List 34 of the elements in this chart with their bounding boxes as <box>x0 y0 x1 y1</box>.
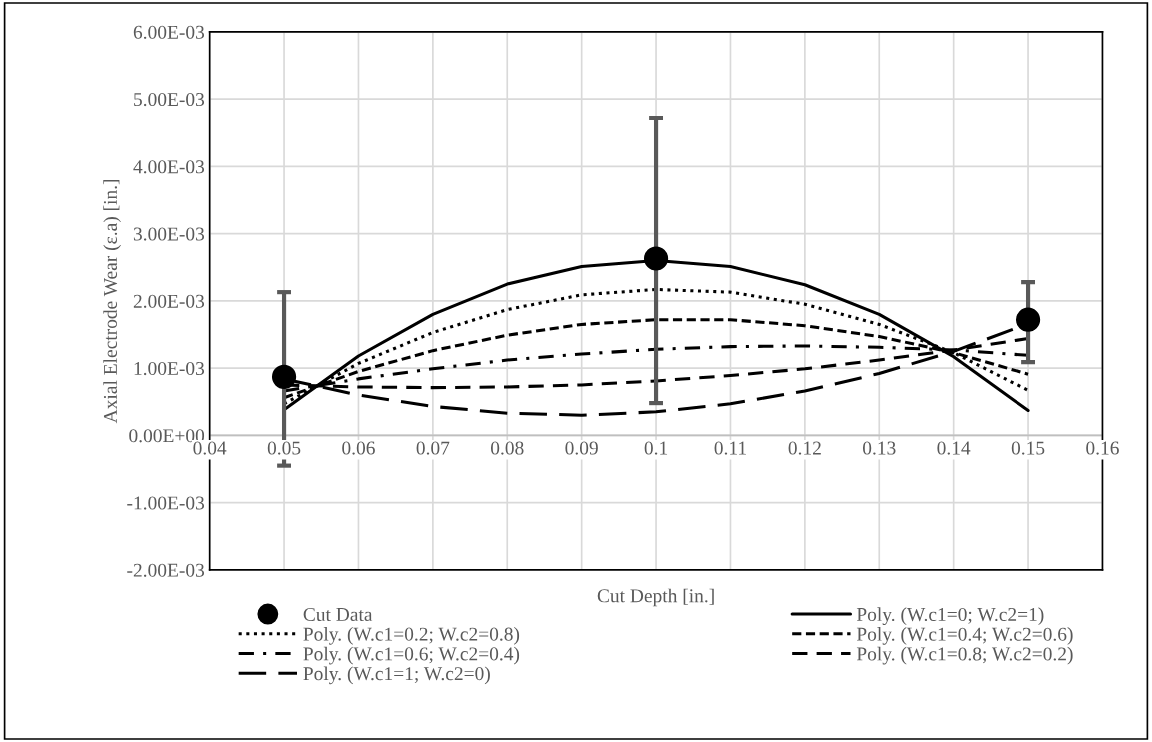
y-tick-label: 0.00E+00 <box>129 429 205 443</box>
legend-label: Poly. (W.c1=0.4; W.c2=0.6) <box>856 627 1073 645</box>
y-tick-label: 5.00E-03 <box>134 92 205 107</box>
y-tick-label: 6.00E-03 <box>133 25 205 39</box>
x-tick-label: 0.09 <box>565 441 598 455</box>
legend-label: Poly. (W.c1=1; W.c2=0) <box>303 666 490 685</box>
x-tick-label: 0.07 <box>416 441 450 455</box>
x-tick-label: 0.08 <box>490 441 524 455</box>
point <box>1015 307 1041 332</box>
x-tick-label: 0.04 <box>193 441 227 455</box>
x-tick-label: 0.06 <box>342 441 375 455</box>
x-tick-label: 0.16 <box>1086 441 1119 455</box>
legend-label: Poly. (W.c1=0.6; W.c2=0.4) <box>303 646 520 665</box>
y-tick-label: 2.00E-03 <box>133 294 205 308</box>
x-tick-label: 0.12 <box>788 441 821 455</box>
x-tick-label: 0.1 <box>644 441 668 455</box>
x-axis-title: Cut Depth [in.] <box>597 588 714 607</box>
y-tick-label: 1.00E-03 <box>134 361 205 376</box>
point <box>271 364 297 389</box>
y-tick-label: 4.00E-03 <box>133 160 205 174</box>
y-axis-title: Axial Electrode Wear (ε.a) [in.] <box>103 179 121 424</box>
x-tick-label: 0.14 <box>937 441 971 455</box>
legend-label: Poly. (W.c1=0.2; W.c2=0.8) <box>303 627 520 645</box>
legend-label: Cut Data <box>303 607 373 622</box>
x-tick-label: 0.11 <box>714 441 746 455</box>
legend-label: Poly. (W.c1=0; W.c2=1) <box>856 607 1044 626</box>
x-tick-label: 0.05 <box>267 441 301 455</box>
y-tick-label: -2.00E-03 <box>127 563 205 577</box>
x-tick-label: 0.15 <box>1011 441 1045 455</box>
point <box>643 246 669 271</box>
x-tick-label: 0.13 <box>862 441 896 455</box>
y-tick-label: 3.00E-03 <box>133 227 205 241</box>
legend-label: Poly. (W.c1=0.8; W.c2=0.2) <box>856 646 1073 665</box>
y-tick-label: -1.00E-03 <box>127 496 205 510</box>
